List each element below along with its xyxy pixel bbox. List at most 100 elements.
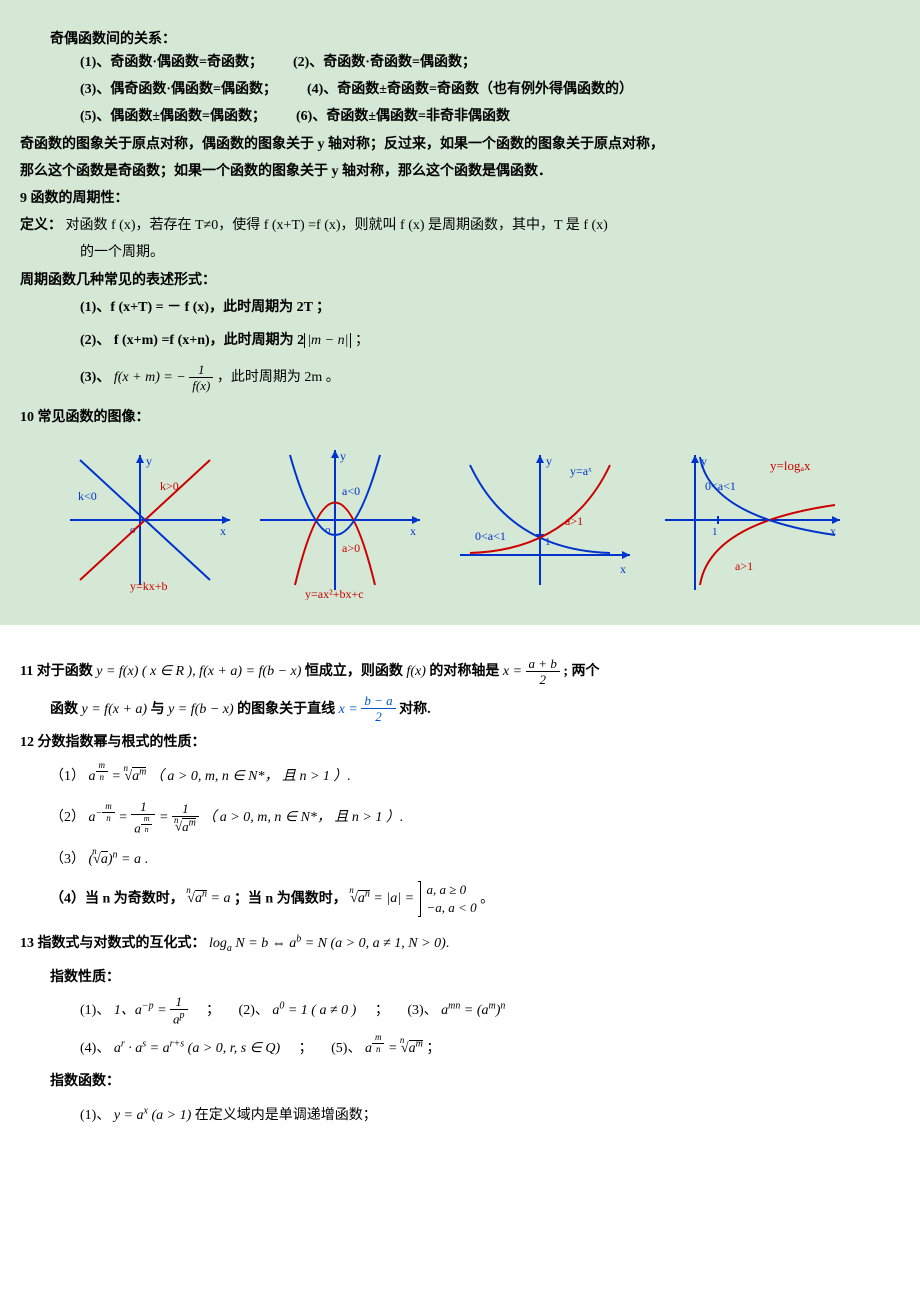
rule-row-2: (3)、偶奇函数·偶函数=偶函数； (4)、奇函数±奇函数=奇函数（也有例外得偶… bbox=[20, 77, 900, 102]
s12-2b: （ a > 0, m, n ∈ N*， 且 n > 1 ）. bbox=[202, 810, 403, 825]
svg-text:y: y bbox=[340, 449, 346, 463]
section-13: 13 指数式与对数式的互化式： loga N = b ⇔ ab = N (a >… bbox=[20, 927, 900, 961]
g4-lt: 0<a<1 bbox=[705, 479, 736, 493]
symmetry-line-2: 那么这个函数是奇函数；如果一个函数的图象关于 y 轴对称，那么这个函数是偶函数． bbox=[20, 159, 900, 184]
svg-text:1: 1 bbox=[712, 526, 718, 538]
s11-f6: x = b − a2 bbox=[339, 702, 396, 717]
graph-exponential: y x 1 y=aˣ 0<a<1 a>1 bbox=[440, 445, 640, 600]
g1-kneg: k<0 bbox=[78, 489, 97, 503]
s12-1: （1） amn = n√am （ a > 0, m, n ∈ N*， 且 n >… bbox=[20, 760, 900, 794]
ep1: (1)、 bbox=[80, 1003, 110, 1018]
s11-f5: y = f(b − x) bbox=[168, 702, 234, 717]
s11-f3: x = a + b2 bbox=[503, 664, 560, 679]
g2-apos: a>0 bbox=[342, 541, 360, 555]
rule-4: (4)、奇函数±奇函数=奇函数（也有例外得偶函数的） bbox=[307, 77, 633, 102]
graph-linear: y x o k<0 k>0 y=kx+b bbox=[60, 445, 240, 600]
s12-1-formula: amn = n√am bbox=[89, 769, 150, 784]
g1-kpos: k>0 bbox=[160, 479, 179, 493]
s11-f2: f(x) bbox=[406, 664, 425, 679]
periodic-3-b: ，此时周期为 2m 。 bbox=[217, 370, 340, 385]
def-text-2: 的一个周期。 bbox=[20, 240, 900, 265]
s12-4b: ；当 n 为偶数时， bbox=[234, 891, 347, 906]
periodic-2-abs: |m − n| bbox=[304, 333, 351, 348]
symmetry-line-1: 奇函数的图象关于原点对称，偶函数的图象关于 y 轴对称；反过来，如果一个函数的图… bbox=[20, 132, 900, 157]
section-11-line1: 11 对于函数 y = f(x) ( x ∈ R ), f(x + a) = f… bbox=[20, 655, 900, 689]
heading-10: 10 常见函数的图像： bbox=[20, 405, 900, 430]
s11c: 的对称轴是 bbox=[429, 664, 503, 679]
ep4: (4)、 bbox=[80, 1041, 110, 1056]
g3-gt: a>1 bbox=[565, 514, 583, 528]
ep4-f: ar · as = ar+s (a > 0, r, s ∈ Q) bbox=[114, 1041, 280, 1056]
g1-eq: y=kx+b bbox=[130, 579, 168, 593]
periodic-3: (3)、 f(x + m) = − 1f(x) ，此时周期为 2m 。 bbox=[20, 361, 900, 395]
s12-3: （3） (n√a)n = a . bbox=[20, 843, 900, 877]
ep5: (5)、 bbox=[331, 1041, 361, 1056]
g3-lt: 0<a<1 bbox=[475, 529, 506, 543]
rule-3: (3)、偶奇函数·偶函数=偶函数； bbox=[80, 77, 277, 102]
g4-eq: y=logₐx bbox=[770, 458, 811, 473]
exp-prop-heading: 指数性质： bbox=[20, 965, 900, 990]
ep2: (2)、 bbox=[239, 1003, 269, 1018]
odd-even-heading: 奇偶函数间的关系： bbox=[20, 28, 900, 48]
periodic-1-text: (1)、f (x+T) = － f (x)，此时周期为 2T ； bbox=[80, 300, 330, 315]
s12-2a: （2） bbox=[50, 810, 85, 825]
exp-fn-heading: 指数函数： bbox=[20, 1069, 900, 1094]
green-section: 奇偶函数间的关系： (1)、奇函数·偶函数=奇函数； (2)、奇函数·奇函数=偶… bbox=[0, 0, 920, 625]
ep1-f: 1、a−p = 1ap bbox=[114, 1003, 191, 1018]
def-text: 对函数 f (x)，若存在 T≠0，使得 f (x+T) =f (x)，则就叫 … bbox=[66, 218, 608, 233]
s12-4-f1: n√an = a bbox=[187, 891, 234, 906]
periodic-3-a: (3)、 bbox=[80, 370, 110, 385]
s12-4-cases: a, a ≥ 0 −a, a < 0 bbox=[420, 881, 477, 917]
s13-h: 13 指数式与对数式的互化式： bbox=[20, 936, 206, 951]
s12-1a: （1） bbox=[50, 769, 85, 784]
periodic-2-a: (2)、 f (x+m) =f (x+n)，此时周期为 2 bbox=[80, 333, 304, 348]
s13-eq: loga N = b ⇔ ab = N (a > 0, a ≠ 1, N > 0… bbox=[209, 936, 446, 951]
ef1b: 在定义域内是单调递增函数； bbox=[195, 1108, 377, 1123]
periodic-2: (2)、 f (x+m) =f (x+n)，此时周期为 2|m − n| ； bbox=[20, 324, 900, 358]
s12-4: （4）当 n 为奇数时， n√an = a ；当 n 为偶数时， n√an = … bbox=[20, 881, 900, 917]
exp-prop-row2: (4)、 ar · as = ar+s (a > 0, r, s ∈ Q) ； … bbox=[20, 1032, 900, 1066]
ep5-f: amn = n√am bbox=[365, 1041, 426, 1056]
ep2-f: a0 = 1 ( a ≠ 0 ) bbox=[272, 1003, 356, 1018]
exp-prop-row1: (1)、 1、a−p = 1ap ； (2)、 a0 = 1 ( a ≠ 0 )… bbox=[20, 994, 900, 1028]
s11g: 的图象关于直线 bbox=[237, 702, 339, 717]
s11h: 对称. bbox=[399, 702, 431, 717]
svg-text:x: x bbox=[410, 524, 416, 538]
graphs-row: y x o k<0 k>0 y=kx+b y x o bbox=[20, 440, 900, 605]
ep3: (3)、 bbox=[407, 1003, 437, 1018]
s12-2-formula: a−mn = 1amn = 1n√am bbox=[89, 810, 203, 825]
graph-logarithm: y x 1 y=logₐx 0<a<1 a>1 bbox=[650, 445, 850, 600]
s12-3-formula: (n√a)n = a bbox=[89, 852, 145, 867]
svg-text:y: y bbox=[146, 454, 152, 468]
g3-eq: y=aˣ bbox=[570, 464, 592, 478]
s12-4a: （4）当 n 为奇数时， bbox=[50, 891, 184, 906]
section-11-line2: 函数 y = f(x + a) 与 y = f(b − x) 的图象关于直线 x… bbox=[20, 693, 900, 727]
heading-9: 9 函数的周期性： bbox=[20, 186, 900, 211]
svg-text:y: y bbox=[546, 454, 552, 468]
svg-text:x: x bbox=[830, 524, 836, 538]
s11-f1: y = f(x) ( x ∈ R ), f(x + a) = f(b − x) bbox=[96, 664, 301, 679]
periodic-3-formula: f(x + m) = − 1f(x) bbox=[114, 370, 217, 385]
svg-text:x: x bbox=[220, 524, 226, 538]
g4-gt: a>1 bbox=[735, 559, 753, 573]
white-section: 11 对于函数 y = f(x) ( x ∈ R ), f(x + a) = f… bbox=[0, 655, 920, 1156]
ep3-f: amn = (am)n bbox=[441, 1003, 505, 1018]
rule-row-3: (5)、偶函数±偶函数=偶函数； (6)、奇函数±偶函数=非奇非偶函数 bbox=[20, 104, 900, 129]
s12-1b: （ a > 0, m, n ∈ N*， 且 n > 1 ）. bbox=[150, 769, 351, 784]
rule-1: (1)、奇函数·偶函数=奇函数； bbox=[80, 50, 263, 75]
graph-parabola: y x o a<0 a>0 y=ax²+bx+c bbox=[250, 440, 430, 605]
s11a: 11 对于函数 bbox=[20, 664, 96, 679]
periodic-1: (1)、f (x+T) = － f (x)，此时周期为 2T ； bbox=[20, 295, 900, 320]
s11f: 与 bbox=[151, 702, 169, 717]
def-label: 定义： bbox=[20, 218, 62, 233]
definition-row: 定义： 对函数 f (x)，若存在 T≠0，使得 f (x+T) =f (x)，… bbox=[20, 213, 900, 238]
s12-2: （2） a−mn = 1amn = 1n√am （ a > 0, m, n ∈ … bbox=[20, 797, 900, 839]
g2-eq: y=ax²+bx+c bbox=[305, 587, 364, 600]
rule-5: (5)、偶函数±偶函数=偶函数； bbox=[80, 104, 266, 129]
rule-6: (6)、奇函数±偶函数=非奇非偶函数 bbox=[296, 104, 510, 129]
g2-aneg: a<0 bbox=[342, 484, 360, 498]
s12-4-f2: n√an = |a| = bbox=[350, 891, 417, 906]
periodic-2-c: ； bbox=[351, 333, 369, 348]
s12-3a: （3） bbox=[50, 852, 85, 867]
rule-row-1: (1)、奇函数·偶函数=奇函数； (2)、奇函数·奇函数=偶函数； bbox=[20, 50, 900, 75]
